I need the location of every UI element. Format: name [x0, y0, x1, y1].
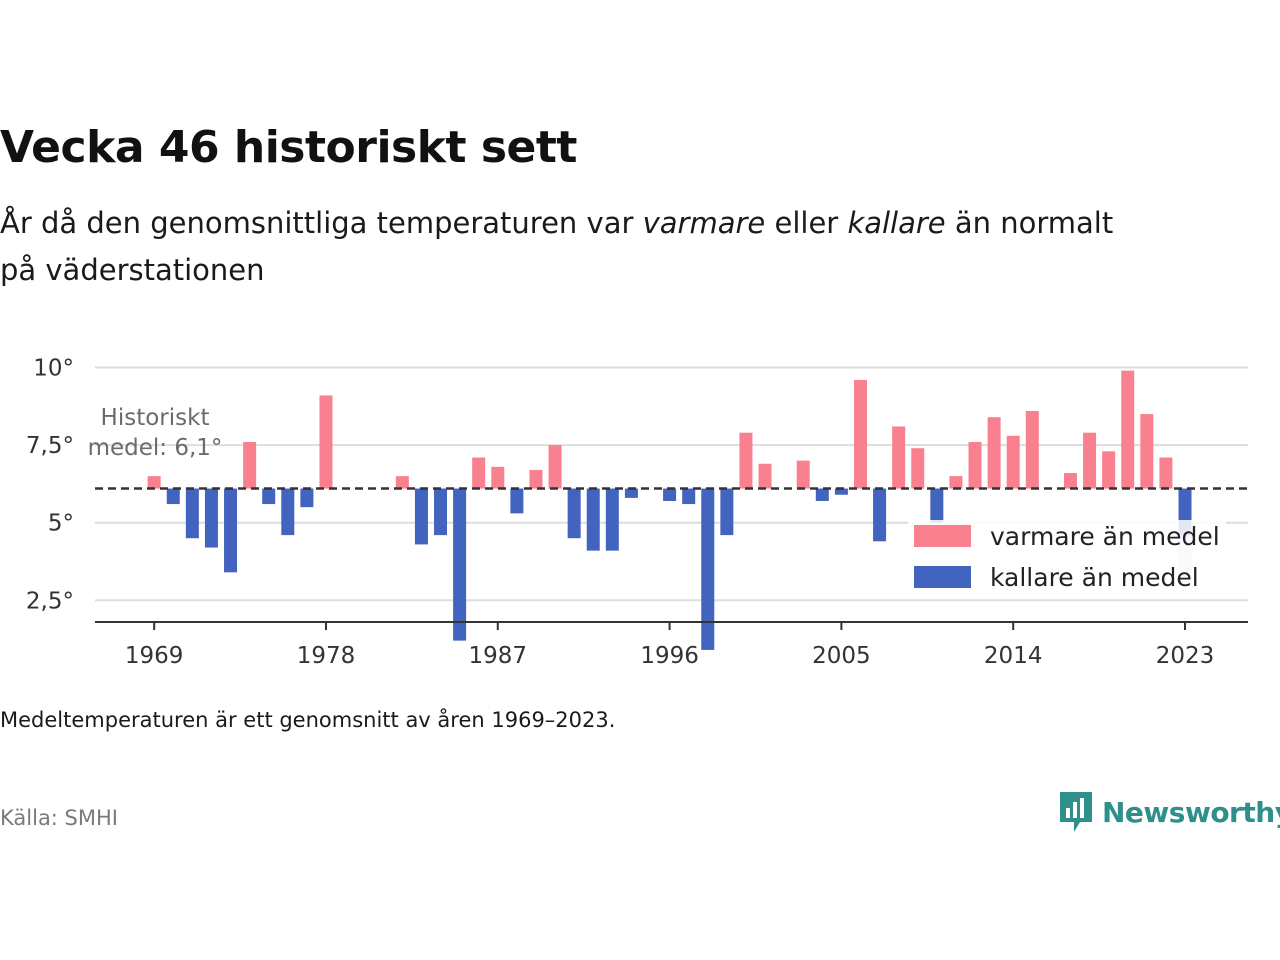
bar-colder [185, 488, 199, 539]
newsworthy-logo-icon [1060, 792, 1092, 832]
legend: varmare än medel kallare än medel [908, 520, 1226, 598]
bar-warmer [1083, 432, 1097, 489]
newsworthy-logo-text: Newsworthy [1102, 795, 1280, 829]
x-tick-label: 1987 [469, 643, 528, 669]
bar-colder [300, 488, 314, 508]
legend-label-warm: varmare än medel [990, 522, 1220, 551]
baseline-label: medel: 6,1° [88, 435, 223, 461]
x-tick-label: 2005 [812, 643, 871, 669]
bar-colder [204, 488, 218, 548]
x-tick-label: 2014 [984, 643, 1043, 669]
bar-colder [262, 488, 276, 505]
bar-warmer [319, 395, 333, 489]
bar-colder [663, 488, 677, 501]
bar-warmer [548, 445, 562, 489]
bar-colder [834, 488, 848, 495]
bar-warmer [1006, 435, 1020, 489]
bar-warmer [1025, 410, 1039, 489]
x-tick-label: 1969 [125, 643, 184, 669]
x-tick-label: 1996 [640, 643, 699, 669]
temperature-bar-chart: Historiskt medel: 6,1° 2,5° 5° 7,5° 10° 1969 1… [26, 356, 1248, 669]
axes: 2,5° 5° 7,5° 10° 1969 1978 1987 1996 2005 2014 202… [26, 356, 1248, 669]
bar-warmer [1102, 451, 1116, 489]
footnote: Medeltemperaturen är ett genomsnitt av å… [0, 708, 616, 732]
bar-colder [815, 488, 829, 501]
bar-colder [166, 488, 180, 505]
bar-warmer [739, 432, 753, 489]
bar-warmer [529, 469, 543, 489]
bar-colder [224, 488, 238, 573]
bar-colder [682, 488, 696, 505]
legend-label-cold: kallare än medel [990, 563, 1199, 592]
baseline: Historiskt medel: 6,1° [88, 405, 1248, 490]
x-tick-label: 1978 [297, 643, 356, 669]
newsworthy-logo[interactable]: Newsworthy [1058, 788, 1280, 836]
subtitle-text: År då den genomsnittliga temperaturen va… [0, 206, 643, 240]
bar-colder [510, 488, 524, 514]
bar-colder [624, 488, 638, 498]
bar-colder [873, 488, 887, 542]
y-tick-label: 5° [48, 511, 74, 537]
bar-warmer [949, 476, 963, 489]
bar-colder [567, 488, 581, 539]
bar-warmer [491, 466, 505, 489]
bar-colder [434, 488, 448, 536]
baseline-label: Historiskt [101, 405, 210, 431]
bar-warmer [395, 476, 409, 489]
chart-title: Vecka 46 historiskt sett [0, 122, 577, 173]
bar-warmer [1159, 457, 1173, 489]
bar-warmer [147, 476, 161, 489]
bar-colder [605, 488, 619, 551]
bar-colder [586, 488, 600, 551]
subtitle-text: eller [765, 206, 848, 240]
bar-colder [930, 488, 944, 523]
legend-swatch-warm [914, 525, 971, 547]
bar-warmer [1121, 370, 1135, 489]
subtitle-line-2: på väderstationen [0, 253, 265, 287]
x-tick-label: 2023 [1156, 643, 1215, 669]
y-tick-label: 7,5° [26, 433, 74, 459]
bar-warmer [243, 442, 257, 489]
bar-warmer [1140, 414, 1154, 489]
bar-warmer [911, 448, 925, 489]
bar-warmer [796, 460, 810, 489]
bar-warmer [892, 426, 906, 489]
bar-warmer [853, 379, 867, 489]
bar-warmer [472, 457, 486, 489]
bar-colder [281, 488, 295, 536]
bar-warmer [758, 463, 772, 489]
bar-warmer [987, 417, 1001, 489]
bar-colder [701, 488, 715, 650]
chart-subtitle: År då den genomsnittliga temperaturen va… [0, 200, 1260, 294]
bar-colder [720, 488, 734, 536]
subtitle-warmer-word: varmare [642, 206, 766, 240]
source-label: Källa: SMHI [0, 806, 118, 830]
bar-warmer [968, 442, 982, 489]
bars [147, 370, 1192, 650]
subtitle-text: än normalt [945, 206, 1114, 240]
bar-colder [414, 488, 428, 545]
bar-colder [453, 488, 467, 641]
bar-warmer [1063, 473, 1077, 489]
y-tick-label: 2,5° [26, 588, 74, 614]
y-tick-label: 10° [33, 356, 74, 382]
legend-swatch-cold [914, 566, 971, 588]
subtitle-colder-word: kallare [847, 206, 946, 240]
